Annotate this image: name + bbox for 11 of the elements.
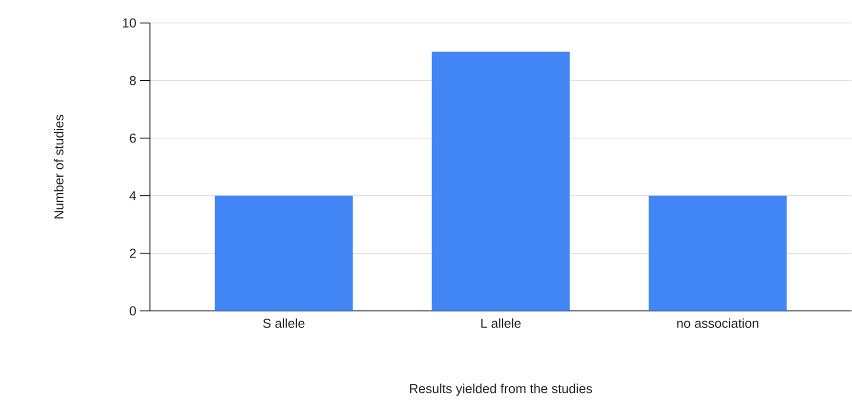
y-axis-title: Number of studies [54, 114, 64, 218]
y-tick-label: 0 [130, 306, 136, 316]
x-tick-label: S allele [263, 318, 304, 328]
x-axis-title: Results yielded from the studies [410, 384, 592, 396]
y-tick-label: 2 [130, 248, 136, 258]
y-tick-label: 8 [130, 76, 136, 86]
y-tick-label: 6 [130, 134, 136, 143]
y-tick-label: 10 [123, 18, 136, 28]
x-tick-label: no association [677, 318, 758, 328]
y-tick-label: 4 [130, 191, 136, 200]
x-tick-label: L allele [481, 318, 521, 328]
